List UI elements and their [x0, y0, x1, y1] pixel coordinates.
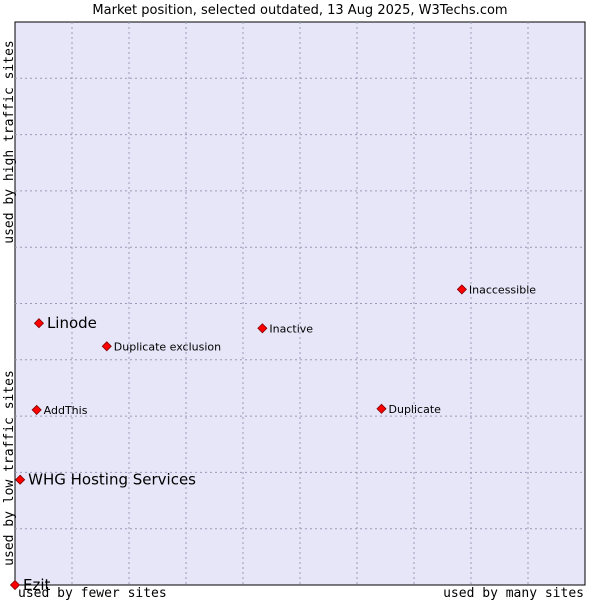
point-label-ezit: Ezit: [23, 576, 51, 594]
x-axis-label-right: used by many sites: [443, 586, 584, 600]
point-label-whg-hosting-services: WHG Hosting Services: [28, 471, 196, 489]
grid-lines: [15, 22, 585, 585]
point-marker-duplicate-exclusion: [101, 341, 112, 352]
chart-title: Market position, selected outdated, 13 A…: [92, 3, 507, 18]
point-label-duplicate-exclusion: Duplicate exclusion: [114, 340, 221, 353]
x-axis-label-left: used by fewer sites: [18, 586, 167, 600]
point-marker-inactive: [257, 323, 268, 334]
point-marker-addthis: [31, 404, 42, 415]
point-label-inaccessible: Inaccessible: [469, 283, 536, 296]
point-marker-whg-hosting-services: [15, 474, 26, 485]
data-points: Linode WHG Hosting Services Ezit Inaccessib…: [9, 283, 536, 594]
point-marker-inaccessible: [456, 284, 467, 295]
point-label-linode: Linode: [47, 314, 97, 332]
y-axis-label-bottom: used by low traffic sites: [2, 370, 17, 566]
point-marker-linode: [33, 318, 45, 329]
point-label-inactive: Inactive: [269, 322, 313, 335]
point-label-addthis: AddThis: [44, 404, 88, 417]
y-axis-label-top: used by high traffic sites: [2, 40, 17, 244]
point-marker-duplicate: [376, 403, 387, 414]
point-marker-ezit: [9, 579, 21, 591]
point-label-duplicate: Duplicate: [389, 403, 442, 416]
